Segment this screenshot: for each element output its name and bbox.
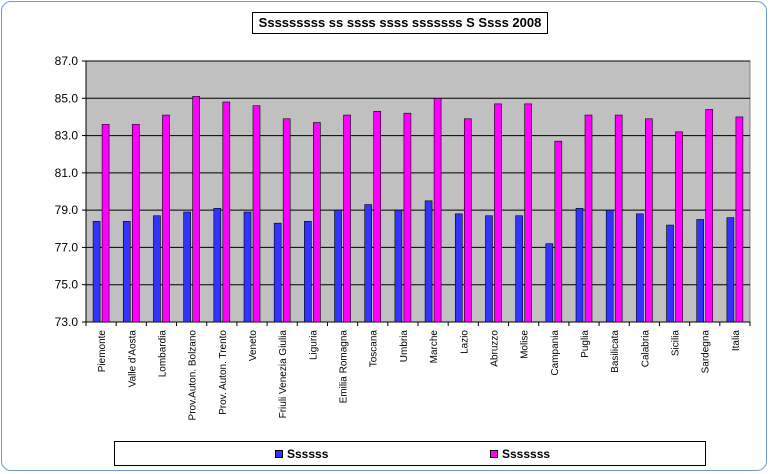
bar-series-2 [282,118,291,323]
x-tick-label: Italia [731,330,742,352]
y-tick-label: 77.0 [55,240,79,254]
x-tick-label: Toscana [369,330,380,368]
y-tick-label: 79.0 [55,203,79,217]
y-tick-label: 85.0 [55,91,79,105]
x-tick-label: Liguria [308,330,319,360]
bar-series-2 [645,118,653,323]
legend-item-series-2: Sssssss [490,447,550,461]
chart-title: Sssssssss ss ssss ssss sssssss S Ssss 20… [252,12,548,34]
bar-series-2 [433,97,442,323]
bar-series-2 [494,103,502,323]
bar-series-1 [122,221,131,323]
bar-series-1 [424,200,433,323]
x-tick-label: Sardegna [701,330,712,374]
bar-series-1 [304,221,312,323]
bar-series-2 [403,112,412,323]
x-tick-label: Umbria [399,330,410,363]
bar-series-2 [554,140,563,323]
legend-label: Ssssss [287,447,329,461]
bar-series-1 [666,224,674,323]
bar-series-1 [726,217,735,323]
bar-series-2 [101,124,110,323]
bar-series-1 [213,207,222,323]
x-tick-label: Prov.Auton. Bolzano [188,330,199,421]
bar-series-1 [243,211,252,323]
legend-swatch [490,450,498,458]
bar-chart: 73.0 75.0 77.0 79.0 81.0 83.0 85.0 87.0 Piemonte… [55,54,751,421]
bar-series-1 [273,222,282,323]
legend-item-series-1: Ssssss [275,447,328,461]
bar-series-2 [192,96,200,323]
y-tick-label: 83.0 [55,129,79,143]
bar-series-2 [463,118,472,323]
bar-series-2 [343,114,351,323]
x-tick-label: Lazio [459,330,470,354]
bar-series-1 [545,243,554,323]
bar-series-1 [92,221,101,323]
bar-series-2 [675,131,683,323]
x-tick-label: Puglia [580,330,591,358]
bar-series-1 [515,215,523,323]
bar-series-2 [735,116,744,323]
bar-series-1 [485,215,493,323]
bar-series-2 [162,114,170,323]
x-tick-label: Calabria [640,330,651,368]
x-tick-label: Emilia Romagna [339,330,350,404]
bar-series-2 [614,114,623,323]
legend: Ssssss Sssssss [114,441,706,466]
bar-series-1 [605,209,614,323]
bar-series-2 [313,122,321,323]
x-tick-label: Campania [550,330,561,376]
bar-series-1 [364,204,373,323]
bar-series-2 [131,124,140,323]
bar-series-1 [454,213,463,323]
legend-swatch [275,450,283,458]
bar-series-1 [696,219,705,323]
x-tick-label: Marche [429,330,440,364]
y-tick-label: 81.0 [55,166,79,180]
bar-series-2 [584,114,593,323]
bar-series-1 [153,215,161,323]
bar-series-2 [373,111,382,323]
x-tick-label: Abruzzo [489,330,500,367]
bar-series-1 [334,209,342,323]
x-tick-label: Molise [520,330,531,359]
bar-series-1 [394,209,403,323]
bar-series-2 [524,103,532,323]
x-tick-label: Basilicata [610,330,621,373]
x-tick-label: Prov. Auton. Trento [218,330,229,415]
y-tick-label: 87.0 [55,54,79,68]
x-tick-label: Piemonte [97,330,108,373]
bar-series-2 [705,109,714,323]
x-tick-label: Lombardia [157,330,168,378]
bar-series-2 [222,101,231,323]
y-tick-label: 73.0 [55,315,79,329]
bar-series-2 [252,105,261,323]
x-tick-label: Veneto [248,330,259,362]
x-tick-label: Friuli Venezia Giulia [278,330,289,419]
x-tick-label: Valle d'Aosta [127,330,138,388]
bar-series-1 [183,211,191,323]
y-tick-label: 75.0 [55,278,79,292]
bar-series-1 [575,207,584,323]
bar-series-1 [636,213,644,323]
x-tick-label: Sicilia [671,330,682,357]
legend-label: Sssssss [502,447,551,461]
